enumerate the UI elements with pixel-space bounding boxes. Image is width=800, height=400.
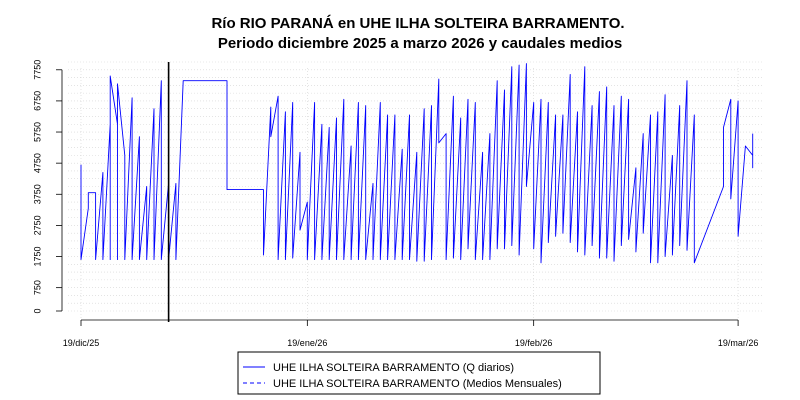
legend-label-medios-mensuales: UHE ILHA SOLTEIRA BARRAMENTO (Medios Men… — [273, 378, 562, 390]
chart-subtitle: Periodo diciembre 2025 a marzo 2026 y ca… — [218, 35, 622, 52]
y-tick-label: 7750 — [32, 60, 42, 80]
x-tick-label: 19/mar/26 — [718, 338, 759, 348]
y-tick-label: 3750 — [32, 184, 42, 204]
x-tick-label: 19/ene/26 — [287, 338, 327, 348]
legend-box — [237, 351, 601, 395]
y-tick-label: 5750 — [32, 122, 42, 142]
y-tick-label: 1750 — [32, 247, 42, 267]
legend: UHE ILHA SOLTEIRA BARRAMENTO (Q diarios)… — [237, 351, 601, 395]
series-line-0 — [80, 63, 754, 264]
x-tick-label: 19/feb/26 — [515, 338, 553, 348]
x-tick-label: 19/dic/25 — [63, 338, 100, 348]
series-lines — [80, 63, 754, 264]
legend-label-q-diarios: UHE ILHA SOLTEIRA BARRAMENTO (Q diarios) — [273, 362, 514, 374]
y-tick-label: 750 — [32, 280, 42, 295]
y-tick-label: 0 — [32, 308, 42, 313]
y-tick-label: 6750 — [32, 91, 42, 111]
chart-title: Río RIO PARANÁ en UHE ILHA SOLTEIRA BARR… — [211, 15, 624, 32]
y-tick-label: 4750 — [32, 153, 42, 173]
axes: 0 750 1750 2750 3750 4750 5750 6750 7750 19/dic/2… — [32, 60, 758, 348]
y-tick-label: 2750 — [32, 215, 42, 235]
